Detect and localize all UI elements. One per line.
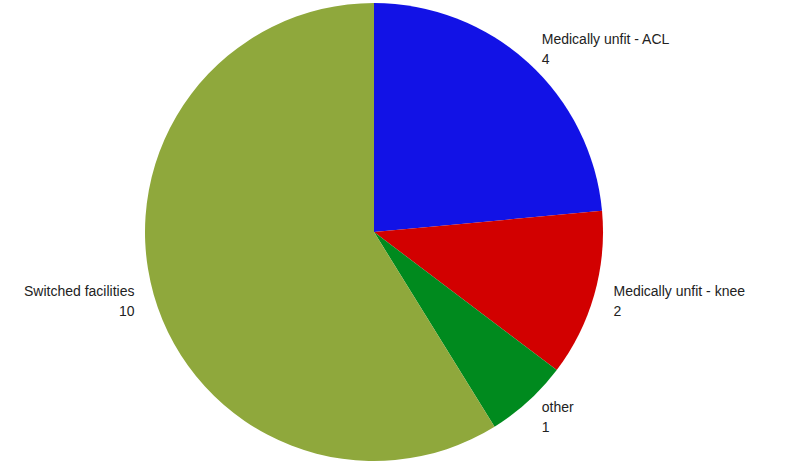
slice-value: 4: [542, 51, 550, 67]
slice-label: Medically unfit - ACL: [542, 31, 670, 47]
pie-slice: [145, 3, 495, 461]
slice-value: 10: [119, 303, 135, 319]
slices: [145, 3, 603, 461]
chart: Medically unfit - ACL 4 Medically unfit - …: [0, 0, 787, 464]
slice-value: 1: [542, 419, 550, 435]
labels: Medically unfit - ACL 4 Medically unfit - …: [24, 31, 745, 435]
slice-label: other: [542, 399, 574, 415]
slice-value: 2: [613, 303, 621, 319]
slice-label: Switched facilities: [24, 283, 135, 299]
slice-label: Medically unfit - knee: [613, 283, 745, 299]
